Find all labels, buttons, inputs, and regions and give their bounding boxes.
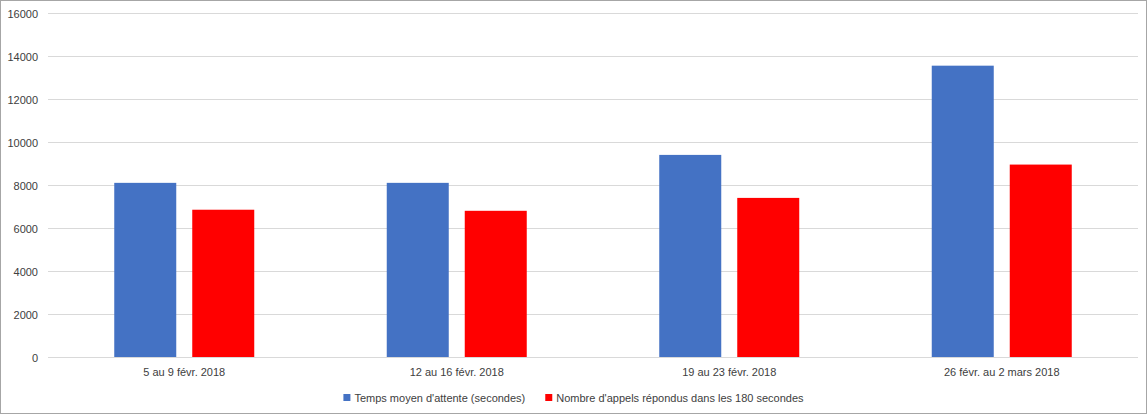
- bar: [659, 155, 721, 357]
- y-tick-label: 16000: [7, 8, 38, 20]
- y-tick-label: 8000: [14, 180, 38, 192]
- legend-swatch: [343, 394, 350, 401]
- y-tick-label: 12000: [7, 94, 38, 106]
- x-tick-label: 5 au 9 févr. 2018: [143, 366, 225, 378]
- bar: [114, 183, 176, 357]
- bar: [1010, 165, 1072, 357]
- bar: [932, 66, 994, 357]
- y-tick-label: 4000: [14, 266, 38, 278]
- bar: [192, 210, 254, 357]
- legend-swatch: [545, 394, 552, 401]
- x-tick-label: 19 au 23 févr. 2018: [682, 366, 776, 378]
- bar: [465, 211, 527, 357]
- grid-line: [48, 56, 1138, 57]
- y-tick-label: 10000: [7, 137, 38, 149]
- x-axis: [48, 357, 1138, 358]
- x-tick-label: 26 févr. au 2 mars 2018: [944, 366, 1060, 378]
- legend-label: Temps moyen d'attente (secondes): [354, 392, 525, 404]
- chart-border: [1, 1, 1147, 414]
- legend-label: Nombre d'appels répondus dans les 180 se…: [556, 392, 804, 404]
- bars: [114, 66, 1072, 357]
- legend: Temps moyen d'attente (secondes) Nombre d…: [343, 392, 804, 404]
- y-tick-label: 0: [32, 352, 38, 364]
- y-tick-label: 14000: [7, 51, 38, 63]
- grid-line: [48, 357, 1138, 358]
- x-tick-label: 12 au 16 févr. 2018: [410, 366, 504, 378]
- bar: [387, 183, 449, 357]
- chart: 0 2000 4000 6000 8000 10000 12000 14000 16000 5 a…: [0, 0, 1147, 414]
- bar: [737, 198, 799, 357]
- y-tick-label: 6000: [14, 223, 38, 235]
- grid-line: [48, 13, 1138, 14]
- y-tick-label: 2000: [14, 309, 38, 321]
